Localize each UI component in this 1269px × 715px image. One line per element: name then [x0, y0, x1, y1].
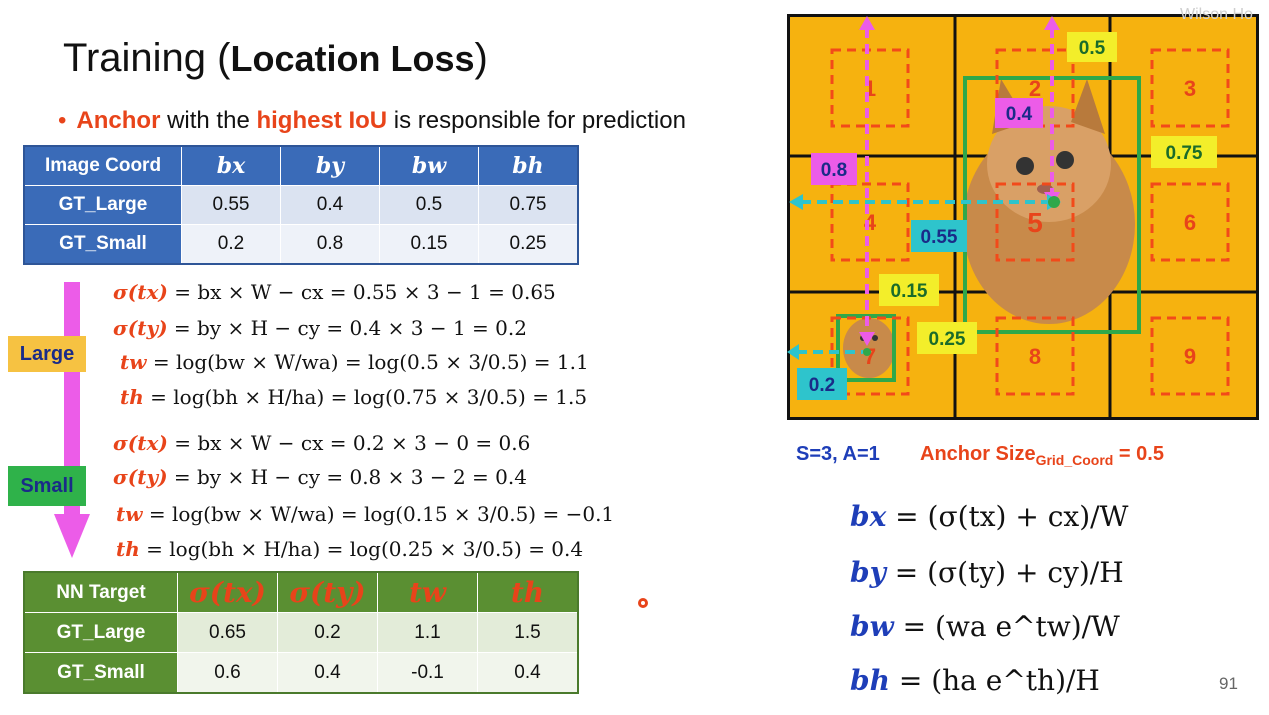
- tag-text: 0.15: [891, 281, 928, 302]
- equation-large-4: th = log(bh × H/ha) = log(0.75 × 3/0.5) …: [120, 385, 588, 409]
- equation-large-3: tw = log(bw × W/wa) = log(0.5 × 3/0.5) =…: [120, 350, 589, 374]
- down-arrow-icon: [54, 282, 90, 558]
- arrowhead-icon: [859, 16, 875, 30]
- slide-title: Training (Location Loss): [63, 36, 488, 80]
- anchor-grid-figure: 1 2 3 4 5 6 7 8 9 0.5 0.4 0.75 0.8 0.55 …: [787, 14, 1259, 420]
- center-point-icon: [1048, 196, 1060, 208]
- laser-pointer-icon: [638, 598, 648, 608]
- arrowhead-icon: [787, 344, 799, 360]
- equation-small-2: σ(ty) = by × H − cy = 0.8 × 3 − 2 = 0.4: [113, 465, 527, 489]
- table-cell: 0.15: [379, 224, 479, 265]
- center-point-icon: [863, 348, 871, 356]
- table-cell: 0.8: [280, 224, 380, 265]
- table-cell: 0.2: [181, 224, 281, 265]
- arrowhead-icon: [789, 194, 803, 210]
- row-label: GT_Large: [23, 185, 182, 225]
- equation-large-1: σ(tx) = bx × W − cx = 0.55 × 3 − 1 = 0.6…: [113, 280, 556, 304]
- table-cell: 1.5: [477, 612, 579, 653]
- tag-text: 0.8: [821, 160, 847, 181]
- table-row: GT_Small 0.2 0.8 0.15 0.25: [23, 224, 579, 265]
- header-cell: σ(tx): [177, 571, 278, 613]
- cell-number: 8: [1029, 344, 1041, 369]
- nn-target-table: NN Target σ(tx) σ(ty) tw th GT_Large 0.6…: [23, 571, 579, 694]
- header-cell: th: [477, 571, 579, 613]
- tag-text: 0.2: [809, 375, 835, 396]
- small-label: Small: [8, 466, 86, 506]
- table-cell: 0.55: [181, 185, 281, 225]
- image-coord-table: Image Coord bx by bw bh GT_Large 0.55 0.…: [23, 145, 579, 265]
- header-cell: tw: [377, 571, 478, 613]
- tag-text: 0.5: [1079, 38, 1106, 59]
- formula-bx: bx = (σ(tx) + cx)/W: [850, 500, 1129, 533]
- table-cell: 0.4: [477, 652, 579, 694]
- header-cell: σ(ty): [277, 571, 378, 613]
- table-cell: 0.25: [478, 224, 579, 265]
- table-cell: 0.75: [478, 185, 579, 225]
- table-cell: 0.2: [277, 612, 378, 653]
- anchor-boxes: [830, 48, 1230, 396]
- equation-small-4: th = log(bh × H/ha) = log(0.25 × 3/0.5) …: [116, 537, 584, 561]
- row-label: GT_Small: [23, 224, 182, 265]
- cell-number: 5: [1027, 207, 1043, 238]
- tag-text: 0.25: [929, 329, 966, 350]
- table-cell: -0.1: [377, 652, 478, 694]
- equation-small-3: tw = log(bw × W/wa) = log(0.15 × 3/0.5) …: [116, 502, 615, 526]
- formula-bw: bw = (wa e^tw)/W: [850, 610, 1120, 643]
- page-number: 91: [1219, 674, 1238, 693]
- row-label: GT_Large: [23, 612, 178, 653]
- header-cell: by: [280, 145, 380, 186]
- watermark: Wilson Ho: [1180, 6, 1253, 23]
- header-cell: bw: [379, 145, 479, 186]
- tag-text: 0.4: [1006, 104, 1033, 125]
- table-row: GT_Large 0.55 0.4 0.5 0.75: [23, 185, 579, 225]
- magenta-arrows: [865, 28, 1054, 334]
- table-cell: 0.4: [280, 185, 380, 225]
- large-label: Large: [8, 336, 86, 372]
- arrowhead-icon: [1044, 16, 1060, 30]
- formula-by: by = (σ(ty) + cy)/H: [850, 556, 1124, 589]
- table-cell: 0.6: [177, 652, 278, 694]
- formula-bh: bh = (ha e^th)/H: [850, 664, 1100, 697]
- value-tags: 0.5 0.4 0.75 0.8 0.55 0.15 0.25 0.2: [797, 32, 1217, 400]
- cell-number: 9: [1184, 344, 1196, 369]
- header-cell: bh: [478, 145, 579, 186]
- table-cell: 1.1: [377, 612, 478, 653]
- header-cell: bx: [181, 145, 281, 186]
- header-cell: NN Target: [23, 571, 178, 613]
- table-row: GT_Large 0.65 0.2 1.1 1.5: [23, 612, 579, 653]
- table-cell: 0.4: [277, 652, 378, 694]
- tag-text: 0.75: [1166, 143, 1203, 164]
- row-label: GT_Small: [23, 652, 178, 694]
- arrowhead-icon: [859, 332, 875, 346]
- cell-number: 7: [864, 344, 876, 369]
- cell-number: 3: [1184, 76, 1196, 101]
- anchor-size-text: Anchor SizeGrid_Coord = 0.5: [920, 443, 1164, 468]
- bullet-text: • Anchor with the highest IoU is responsi…: [58, 107, 686, 134]
- table-header-row: NN Target σ(tx) σ(ty) tw th: [23, 571, 579, 613]
- grid-params: S=3, A=1: [796, 443, 880, 465]
- table-cell: 0.5: [379, 185, 479, 225]
- table-row: GT_Small 0.6 0.4 -0.1 0.4: [23, 652, 579, 694]
- cyan-arrows: [797, 200, 1049, 354]
- table-cell: 0.65: [177, 612, 278, 653]
- equation-small-1: σ(tx) = bx × W − cx = 0.2 × 3 − 0 = 0.6: [113, 431, 531, 455]
- cell-number: 2: [1029, 76, 1041, 101]
- tag-text: 0.55: [921, 227, 958, 248]
- cell-number: 6: [1184, 210, 1196, 235]
- header-cell: Image Coord: [23, 145, 182, 186]
- table-header-row: Image Coord bx by bw bh: [23, 145, 579, 186]
- equation-large-2: σ(ty) = by × H − cy = 0.4 × 3 − 1 = 0.2: [113, 316, 527, 340]
